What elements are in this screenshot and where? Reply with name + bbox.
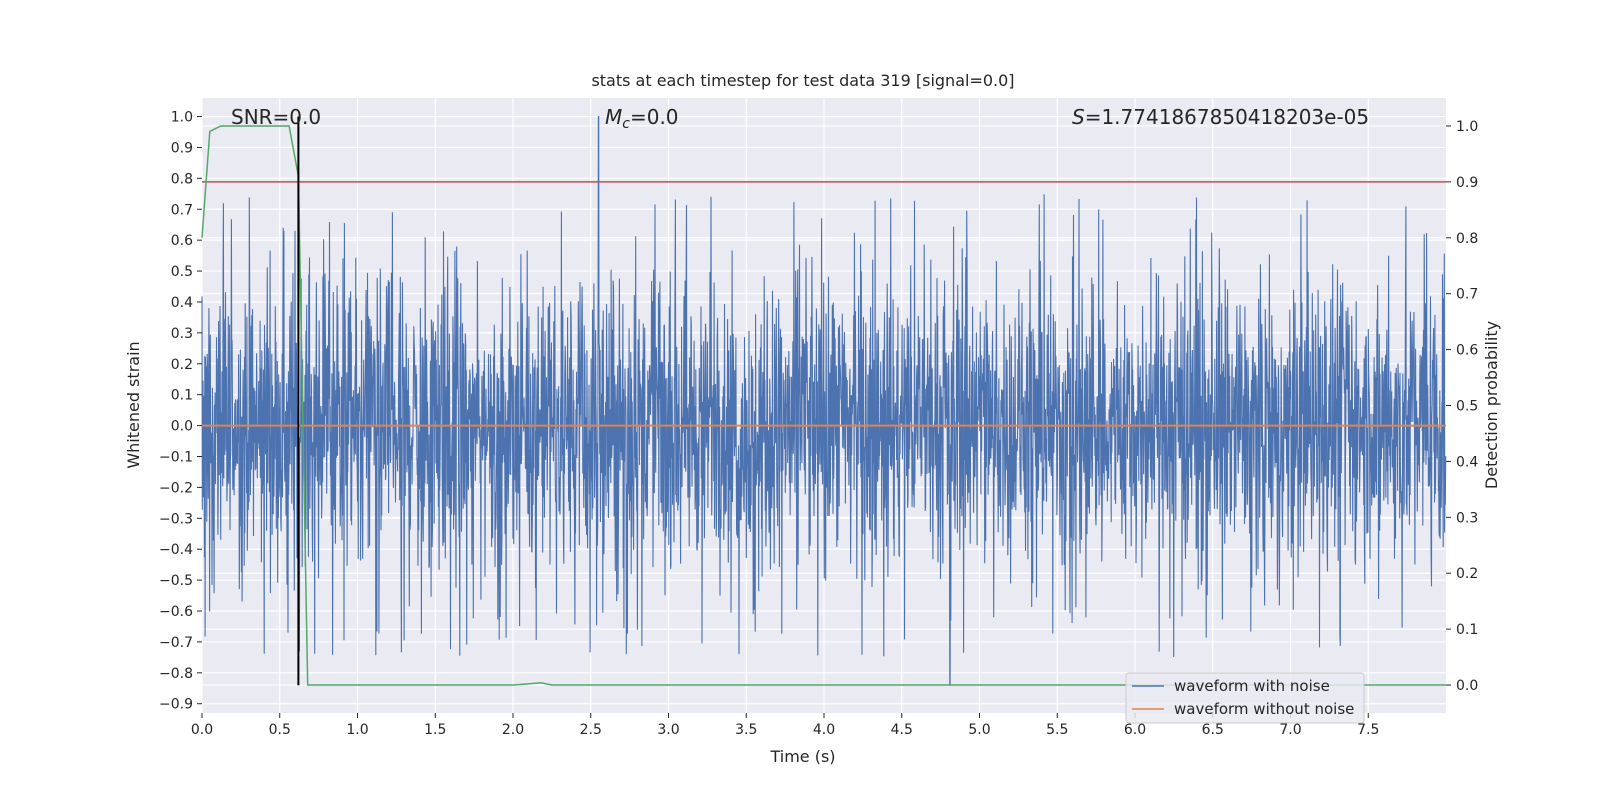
y2-tick-label: 0.5 bbox=[1456, 399, 1478, 415]
legend-box bbox=[1125, 672, 1365, 724]
s-annotation: S=1.7741867850418203e-05 bbox=[1072, 105, 1369, 129]
legend-label-waveform-without-noise: waveform without noise bbox=[1174, 700, 1354, 718]
mc-value: =0.0 bbox=[630, 105, 679, 129]
x-tick-label: 3.5 bbox=[735, 722, 757, 738]
x-axis-label: Time (s) bbox=[769, 747, 835, 766]
y-tick-label: −0.1 bbox=[159, 449, 193, 465]
y-tick-label: −0.4 bbox=[159, 542, 193, 558]
x-tick-label: 0.5 bbox=[269, 722, 291, 738]
y2-tick-label: 1.0 bbox=[1456, 119, 1478, 135]
legend: waveform with noise waveform without noi… bbox=[1125, 672, 1365, 724]
y2-tick-label: 0.4 bbox=[1456, 454, 1478, 470]
waveform-with-noise-line bbox=[201, 115, 1447, 686]
x-tick-label: 7.0 bbox=[1279, 722, 1301, 738]
y-tick-label: 0.6 bbox=[171, 233, 193, 249]
chart-title: stats at each timestep for test data 319… bbox=[591, 71, 1014, 90]
x-tick-label: 3.0 bbox=[657, 722, 679, 738]
s-value: =1.7741867850418203e-05 bbox=[1085, 105, 1369, 129]
y-tick-label: 0.7 bbox=[171, 202, 193, 218]
y-axis-label: Whitened strain bbox=[124, 341, 143, 468]
x-tick-label: 6.5 bbox=[1202, 722, 1224, 738]
y2-tick-label: 0.9 bbox=[1456, 175, 1478, 191]
detection-probability-line bbox=[201, 125, 1446, 686]
y2-axis-label: Detection probability bbox=[1482, 321, 1501, 489]
x-tick-label: 0.0 bbox=[191, 722, 213, 738]
x-tick-label: 4.5 bbox=[891, 722, 913, 738]
y-tick-label: 0.0 bbox=[171, 419, 193, 435]
x-tick-label: 1.5 bbox=[424, 722, 446, 738]
x-tick-label: 2.0 bbox=[502, 722, 524, 738]
x-tick-label: 4.0 bbox=[813, 722, 835, 738]
snr-annotation: SNR=0.0 bbox=[231, 105, 321, 129]
y-tick-label: 0.3 bbox=[171, 326, 193, 342]
overlay-series bbox=[201, 116, 1446, 686]
ticks: 0.0 0.5 1.0 1.5 2.0 2.5 3.0 3.5 4.0 4.5 5.0 5.5 6.0 6… bbox=[159, 110, 1478, 738]
mc-annotation: Mc=0.0 bbox=[605, 105, 679, 132]
y2-tick-label: 0.6 bbox=[1456, 343, 1478, 359]
mc-subscript: c bbox=[622, 116, 630, 132]
s-symbol: S bbox=[1072, 105, 1085, 129]
y-tick-label: −0.6 bbox=[159, 604, 193, 620]
y-tick-label: −0.7 bbox=[159, 635, 193, 651]
mc-symbol: M bbox=[605, 105, 622, 129]
y-tick-label: −0.3 bbox=[159, 511, 193, 527]
y-tick-label: −0.5 bbox=[159, 573, 193, 589]
x-tick-label: 2.5 bbox=[580, 722, 602, 738]
x-tick-label: 5.5 bbox=[1046, 722, 1068, 738]
x-tick-label: 1.0 bbox=[346, 722, 368, 738]
y-tick-label: 0.2 bbox=[171, 357, 193, 373]
y-tick-label: 1.0 bbox=[171, 110, 193, 126]
y2-tick-label: 0.8 bbox=[1456, 231, 1478, 247]
y-tick-label: −0.8 bbox=[159, 666, 193, 682]
x-tick-label: 5.0 bbox=[968, 722, 990, 738]
y2-tick-label: 0.3 bbox=[1456, 510, 1478, 526]
y-tick-label: −0.9 bbox=[159, 697, 193, 713]
y-tick-label: 0.5 bbox=[171, 264, 193, 280]
x-tick-label: 7.5 bbox=[1357, 722, 1379, 738]
y2-tick-label: 0.2 bbox=[1456, 566, 1478, 582]
y-tick-label: 0.9 bbox=[171, 140, 193, 156]
series-waveform-with-noise bbox=[201, 115, 1447, 686]
y-tick-label: −0.2 bbox=[159, 480, 193, 496]
y2-tick-label: 0.0 bbox=[1456, 678, 1478, 694]
x-tick-label: 6.0 bbox=[1124, 722, 1146, 738]
y2-tick-label: 0.7 bbox=[1456, 287, 1478, 303]
y-tick-label: 0.4 bbox=[171, 295, 193, 311]
y-tick-label: 0.1 bbox=[171, 388, 193, 404]
y2-tick-label: 0.1 bbox=[1456, 622, 1478, 638]
legend-label-waveform-with-noise: waveform with noise bbox=[1174, 677, 1330, 695]
y-tick-label: 0.8 bbox=[171, 171, 193, 187]
